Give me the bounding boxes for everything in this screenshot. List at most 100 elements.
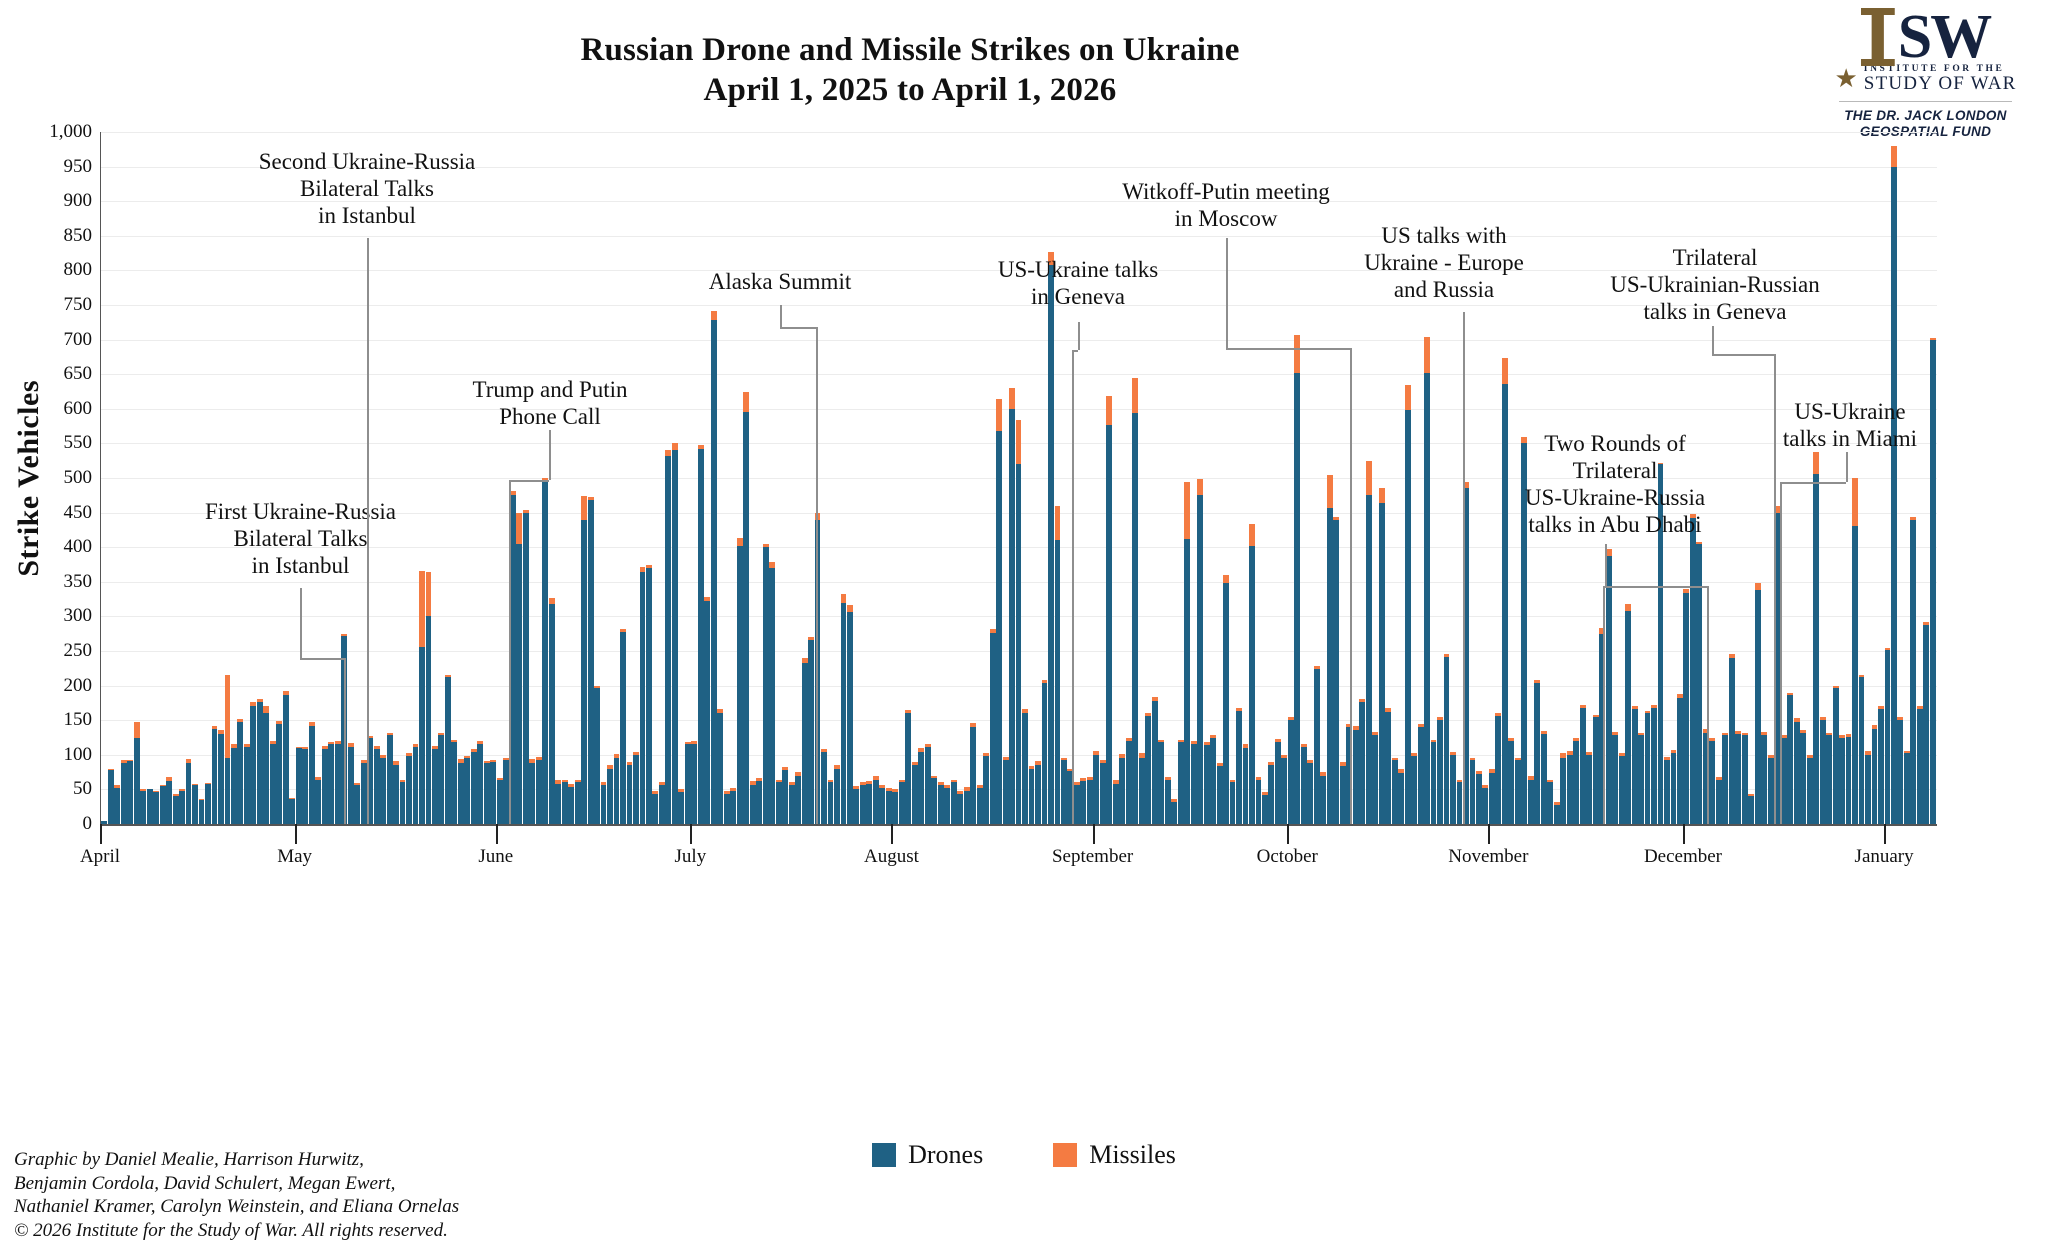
bar-day[interactable] [490,759,497,824]
bar-day[interactable] [1307,760,1314,824]
bar-day[interactable] [477,740,484,824]
bar-day[interactable] [179,789,185,824]
bar-day[interactable] [1463,482,1469,824]
bar-day[interactable] [198,799,205,824]
bar-day[interactable] [256,699,263,824]
bar-day[interactable] [1871,725,1878,824]
bar-day[interactable] [1929,338,1936,824]
bar-day[interactable] [399,779,406,824]
bar-day[interactable] [470,748,477,824]
bar-day[interactable] [140,788,147,824]
bar-day[interactable] [555,779,562,824]
bar-day[interactable] [678,788,685,824]
bar-day[interactable] [315,776,322,824]
bar-day[interactable] [237,718,244,824]
bar-day[interactable] [334,740,341,824]
bar-day[interactable] [1631,705,1638,824]
bar-day[interactable] [1469,757,1476,824]
bar-day[interactable] [983,753,990,824]
bar-day[interactable] [360,760,367,824]
bar-day[interactable] [607,765,613,824]
bar-day[interactable] [1404,385,1411,824]
bar-day[interactable] [1890,145,1897,824]
bar-day[interactable] [1878,706,1884,824]
bar-day[interactable] [1106,396,1113,824]
bar-day[interactable] [1326,475,1333,824]
bar-day[interactable] [1488,768,1495,824]
bar-day[interactable] [730,788,737,824]
bar-day[interactable] [1424,336,1430,824]
bar-day[interactable] [866,781,873,824]
bar-day[interactable] [153,790,160,824]
bar-day[interactable] [762,544,769,824]
bar-day[interactable] [1761,731,1768,824]
bar-day[interactable] [1657,462,1664,824]
bar-day[interactable] [496,777,503,824]
bar-day[interactable] [483,761,490,824]
bar-day[interactable] [905,709,912,824]
bar-day[interactable] [1923,621,1930,824]
bar-day[interactable] [658,782,665,824]
bar-day[interactable] [1398,769,1405,824]
bar-day[interactable] [295,746,302,824]
bar-day[interactable] [386,733,393,824]
bar-day[interactable] [354,783,361,824]
bar-day[interactable] [1618,753,1625,824]
bar-day[interactable] [1735,730,1742,824]
bar-day[interactable] [847,605,853,824]
bar-day[interactable] [1184,482,1191,824]
bar-day[interactable] [924,743,931,824]
bar-day[interactable] [1780,735,1787,824]
bar-day[interactable] [944,784,951,824]
bar-day[interactable] [1592,714,1599,824]
bar-day[interactable] [1677,693,1683,824]
bar-day[interactable] [1852,478,1858,824]
bar-day[interactable] [509,491,516,824]
bar-day[interactable] [879,785,886,824]
bar-day[interactable] [1268,761,1275,824]
bar-day[interactable] [827,779,834,824]
bar-day[interactable] [1748,793,1755,824]
bar-day[interactable] [328,741,335,824]
bar-day[interactable] [1527,776,1534,824]
bar-day[interactable] [665,450,672,824]
bar-day[interactable] [1560,753,1567,824]
bar-day[interactable] [782,766,789,824]
bar-day[interactable] [743,392,750,824]
bar-day[interactable] [1702,729,1709,824]
bar-day[interactable] [185,758,192,824]
bar-day[interactable] [1365,461,1372,824]
bar-day[interactable] [457,758,464,824]
bar-day[interactable] [218,729,224,824]
bar-day[interactable] [250,702,257,824]
bar-day[interactable] [1138,753,1145,824]
bar-day[interactable] [1566,751,1573,824]
bar-day[interactable] [1145,713,1152,824]
bar-day[interactable] [529,758,536,824]
bar-day[interactable] [1158,739,1165,824]
bar-day[interactable] [1534,680,1541,824]
bar-day[interactable] [1346,724,1353,824]
bar-day[interactable] [769,562,776,824]
bar-day[interactable] [1787,692,1794,824]
bar-day[interactable] [620,628,626,824]
bar-day[interactable] [1664,756,1670,824]
bar-day[interactable] [645,565,652,824]
bar-day[interactable] [639,566,646,824]
bar-day[interactable] [1767,754,1774,824]
bar-day[interactable] [1475,771,1482,824]
bar-day[interactable] [1897,716,1904,824]
bar-day[interactable] [1495,713,1502,824]
bar-day[interactable] [276,720,283,824]
bar-day[interactable] [840,594,847,824]
bar-day[interactable] [1236,707,1242,824]
bar-day[interactable] [1411,753,1418,824]
bar-day[interactable] [1125,738,1132,824]
bar-day[interactable] [1300,743,1307,824]
bar-day[interactable] [1164,776,1171,824]
bar-day[interactable] [1385,708,1392,824]
bar-day[interactable] [425,572,432,824]
bar-day[interactable] [1514,757,1521,824]
bar-day[interactable] [451,739,458,824]
bar-day[interactable] [380,754,387,824]
